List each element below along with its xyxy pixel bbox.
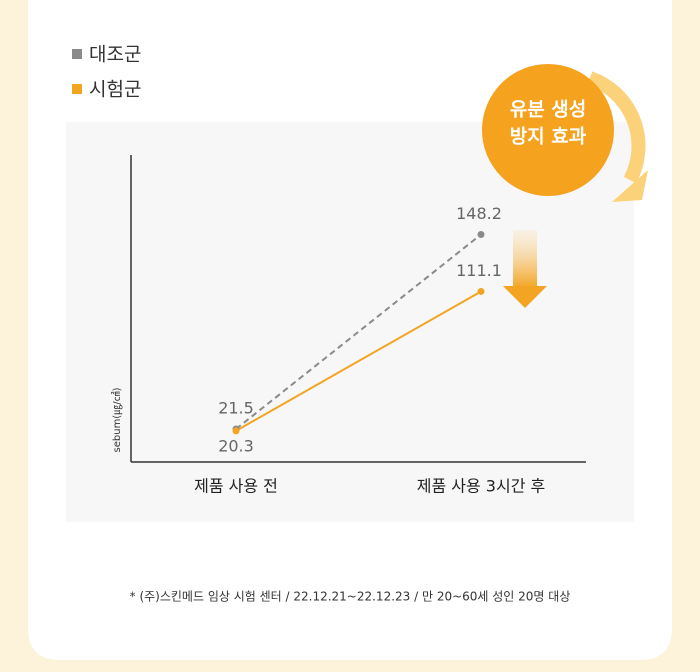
value-label: 20.3 — [218, 436, 254, 455]
badge-swoosh-tip — [612, 170, 648, 202]
badge-text: 유분 생성 — [510, 99, 587, 121]
value-label: 21.5 — [218, 398, 254, 417]
value-label: 148.2 — [456, 204, 502, 223]
point — [477, 231, 485, 239]
x-tick-label: 제품 사용 3시간 후 — [417, 477, 545, 496]
legend-label: 시험군 — [89, 79, 141, 101]
footnote: * (주)스킨메드 임상 시험 센터 / 22.12.21~22.12.23 /… — [130, 590, 571, 604]
series-line — [235, 233, 482, 430]
point — [232, 427, 240, 435]
series-line — [235, 290, 482, 432]
y-axis-label: sebum(㎍/㎠) — [111, 387, 123, 452]
x-tick-label: 제품 사용 전 — [194, 477, 278, 496]
value-label: 111.1 — [456, 261, 502, 280]
arrow-head — [503, 286, 547, 308]
arrow-shaft — [513, 230, 537, 288]
legend-label: 대조군 — [89, 44, 141, 66]
point — [477, 287, 485, 295]
legend-swatch — [72, 84, 82, 94]
badge — [482, 64, 614, 196]
badge-swoosh — [587, 71, 646, 184]
badge-text: 방지 효과 — [510, 126, 587, 148]
legend-swatch — [72, 49, 82, 59]
